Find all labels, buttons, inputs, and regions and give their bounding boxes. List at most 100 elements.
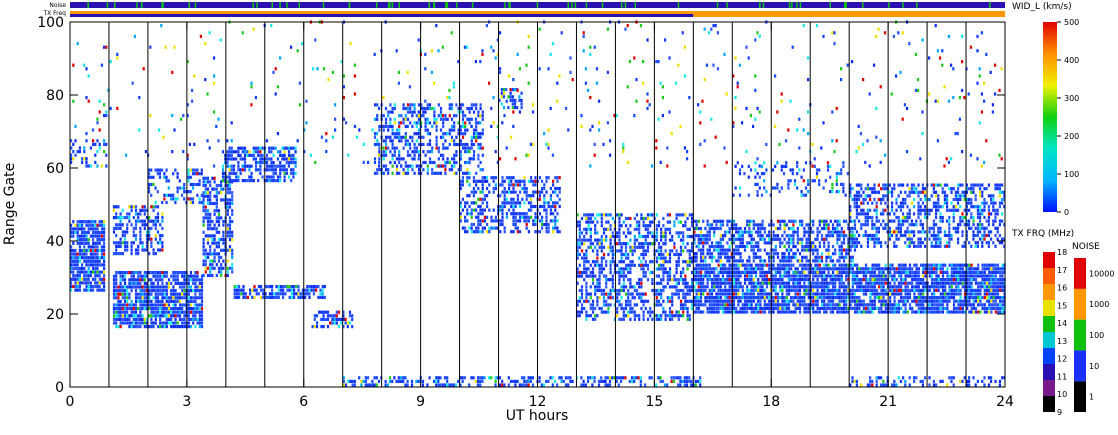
range-cell xyxy=(139,281,142,285)
range-cell xyxy=(501,215,504,219)
range-cell xyxy=(206,176,210,180)
range-cell xyxy=(589,274,592,278)
range-cell xyxy=(796,278,799,282)
range-cell xyxy=(633,238,636,242)
range-cell xyxy=(468,183,471,187)
range-cell xyxy=(690,270,694,275)
range-cell xyxy=(204,212,207,216)
range-cell xyxy=(439,153,443,157)
range-cell xyxy=(941,278,945,282)
range-cell xyxy=(172,197,175,201)
range-cell xyxy=(719,267,722,271)
range-cell xyxy=(957,274,960,278)
range-cell xyxy=(750,306,753,310)
range-cell xyxy=(85,238,88,242)
range-cell xyxy=(292,153,295,157)
range-cell xyxy=(148,230,151,234)
range-cell xyxy=(89,220,92,224)
range-cell xyxy=(664,234,667,239)
range-cell xyxy=(292,175,295,179)
range-cell xyxy=(673,278,676,282)
range-cell xyxy=(176,325,179,329)
range-cell xyxy=(589,238,592,242)
range-cell xyxy=(585,260,588,264)
range-cell xyxy=(600,306,603,311)
range-cell xyxy=(741,303,744,307)
range-cell xyxy=(657,274,661,278)
range-cell xyxy=(141,317,144,321)
range-cell xyxy=(222,230,225,234)
range-cell xyxy=(322,317,325,321)
range-cell xyxy=(98,238,101,242)
range-cell xyxy=(170,325,173,329)
range-cell xyxy=(81,234,84,238)
range-cell xyxy=(475,183,478,187)
range-cell xyxy=(459,150,462,154)
range-cell xyxy=(743,274,747,278)
range-cell xyxy=(514,215,517,219)
range-cell xyxy=(750,267,753,271)
range-cell xyxy=(321,295,324,299)
range-cell xyxy=(145,237,149,241)
range-cell xyxy=(187,285,190,289)
range-cell xyxy=(141,244,144,248)
range-cell xyxy=(955,267,958,271)
range-cell xyxy=(503,194,506,198)
range-cell xyxy=(664,285,667,289)
range-cell xyxy=(217,209,221,213)
range-cell xyxy=(702,267,705,271)
range-cell xyxy=(103,266,106,271)
range-cell xyxy=(620,245,623,249)
range-cell xyxy=(468,226,471,230)
range-cell xyxy=(660,256,663,260)
range-cell xyxy=(119,219,122,223)
range-cell xyxy=(851,285,854,289)
range-cell xyxy=(748,292,751,296)
range-cell xyxy=(150,182,153,187)
range-cell xyxy=(772,288,775,292)
range-cell xyxy=(85,234,88,238)
range-cell xyxy=(464,160,467,165)
range-cell xyxy=(825,303,828,307)
range-cell xyxy=(939,270,942,274)
range-cell xyxy=(937,299,940,303)
range-cell xyxy=(417,168,421,172)
range-cell xyxy=(594,288,597,293)
range-cell xyxy=(933,306,936,310)
range-cell xyxy=(145,321,149,325)
range-cell xyxy=(891,285,894,289)
range-cell xyxy=(721,288,725,292)
range-cell xyxy=(117,303,120,307)
range-cell xyxy=(252,179,255,183)
range-cell xyxy=(957,299,960,303)
range-cell xyxy=(74,281,77,285)
range-cell xyxy=(448,114,451,118)
range-cell xyxy=(640,213,643,217)
range-cell xyxy=(243,153,247,157)
range-cell xyxy=(937,274,940,278)
range-cell xyxy=(957,310,960,314)
range-cell xyxy=(194,271,197,275)
range-cell xyxy=(119,307,122,311)
range-cell xyxy=(174,271,177,275)
range-cell xyxy=(130,244,133,248)
range-cell xyxy=(961,274,964,278)
range-cell xyxy=(165,168,168,172)
range-cell xyxy=(717,285,720,289)
range-cell xyxy=(415,139,418,143)
range-cell xyxy=(112,314,116,318)
range-cell xyxy=(695,281,698,285)
range-cell xyxy=(494,219,497,223)
range-cell xyxy=(779,263,782,267)
range-cell xyxy=(220,180,223,184)
range-cell xyxy=(246,164,249,168)
range-cell xyxy=(845,299,848,303)
range-cell xyxy=(884,303,887,307)
range-cell xyxy=(72,157,75,161)
range-cell xyxy=(398,153,401,157)
range-cell xyxy=(253,285,256,289)
range-cell xyxy=(787,274,791,278)
range-cell xyxy=(732,306,736,310)
range-cell xyxy=(761,296,764,300)
range-cell xyxy=(154,223,157,227)
